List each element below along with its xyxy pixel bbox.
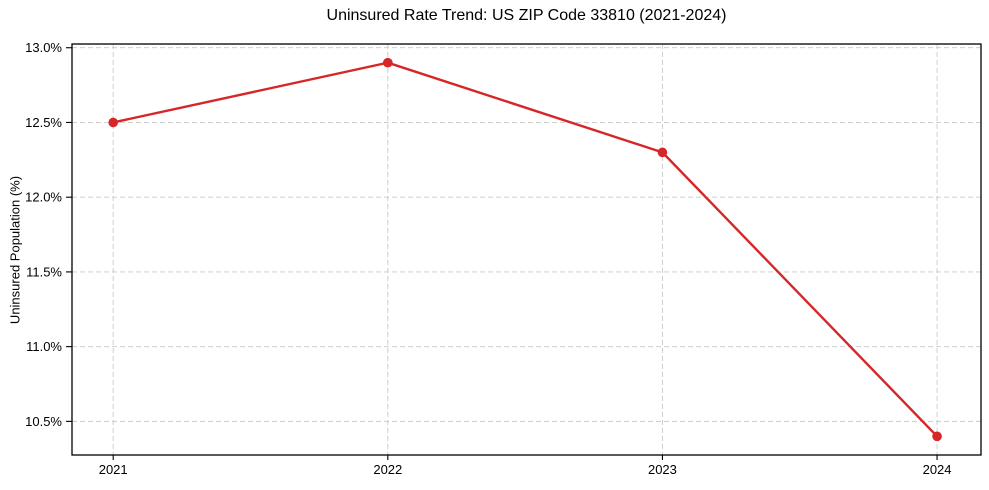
data-line [111, 61, 939, 438]
data-point-marker [932, 431, 942, 442]
y-tick-label: 13.0% [25, 40, 62, 55]
chart-title: Uninsured Rate Trend: US ZIP Code 33810 … [326, 7, 727, 24]
x-tick-label: 2021 [99, 462, 128, 477]
y-tick-label: 11.5% [26, 264, 62, 279]
y-tick-label: 12.0% [25, 190, 62, 205]
y-tick-label: 12.5% [25, 115, 62, 130]
x-tick-label: 2024 [923, 462, 952, 477]
y-axis-label: Uninsured Population (%) [7, 175, 23, 325]
y-tick-label: 10.5% [25, 414, 62, 429]
y-tick-label: 11.0% [26, 339, 62, 354]
data-point-marker [383, 57, 393, 68]
data-point-marker [657, 147, 668, 158]
data-point-marker [108, 117, 118, 128]
x-tick-label: 2023 [648, 462, 677, 477]
plot-frame [71, 43, 982, 456]
x-tick-label: 2022 [373, 462, 402, 477]
